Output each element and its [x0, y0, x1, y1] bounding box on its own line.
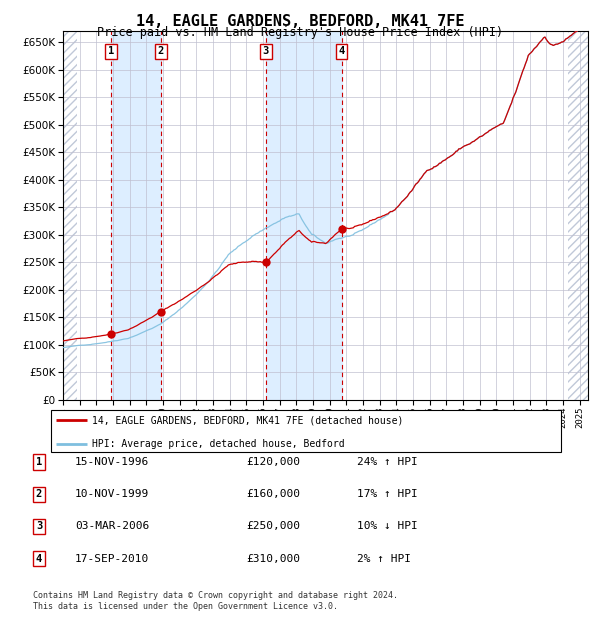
Bar: [63, 31, 77, 400]
Text: 15-NOV-1996: 15-NOV-1996: [75, 457, 149, 467]
Bar: [111, 31, 161, 400]
Text: 1: 1: [36, 457, 42, 467]
Text: 2% ↑ HPI: 2% ↑ HPI: [357, 554, 411, 564]
Text: £310,000: £310,000: [246, 554, 300, 564]
Text: 2: 2: [36, 489, 42, 499]
Text: 14, EAGLE GARDENS, BEDFORD, MK41 7FE: 14, EAGLE GARDENS, BEDFORD, MK41 7FE: [136, 14, 464, 29]
Text: £160,000: £160,000: [246, 489, 300, 499]
Text: 17-SEP-2010: 17-SEP-2010: [75, 554, 149, 564]
Text: 1: 1: [108, 46, 114, 56]
Text: 24% ↑ HPI: 24% ↑ HPI: [357, 457, 418, 467]
Text: 3: 3: [263, 46, 269, 56]
Text: £250,000: £250,000: [246, 521, 300, 531]
Text: 10-NOV-1999: 10-NOV-1999: [75, 489, 149, 499]
Text: HPI: Average price, detached house, Bedford: HPI: Average price, detached house, Bedf…: [92, 438, 344, 449]
Text: 4: 4: [338, 46, 344, 56]
Text: 14, EAGLE GARDENS, BEDFORD, MK41 7FE (detached house): 14, EAGLE GARDENS, BEDFORD, MK41 7FE (de…: [92, 415, 403, 425]
Text: Price paid vs. HM Land Registry's House Price Index (HPI): Price paid vs. HM Land Registry's House …: [97, 26, 503, 39]
Text: 2: 2: [158, 46, 164, 56]
Text: 4: 4: [36, 554, 42, 564]
FancyBboxPatch shape: [50, 410, 562, 451]
Text: Contains HM Land Registry data © Crown copyright and database right 2024.: Contains HM Land Registry data © Crown c…: [33, 590, 398, 600]
Text: 10% ↓ HPI: 10% ↓ HPI: [357, 521, 418, 531]
Text: 3: 3: [36, 521, 42, 531]
Text: 17% ↑ HPI: 17% ↑ HPI: [357, 489, 418, 499]
Bar: [266, 31, 341, 400]
Text: £120,000: £120,000: [246, 457, 300, 467]
Text: 03-MAR-2006: 03-MAR-2006: [75, 521, 149, 531]
Text: This data is licensed under the Open Government Licence v3.0.: This data is licensed under the Open Gov…: [33, 602, 338, 611]
